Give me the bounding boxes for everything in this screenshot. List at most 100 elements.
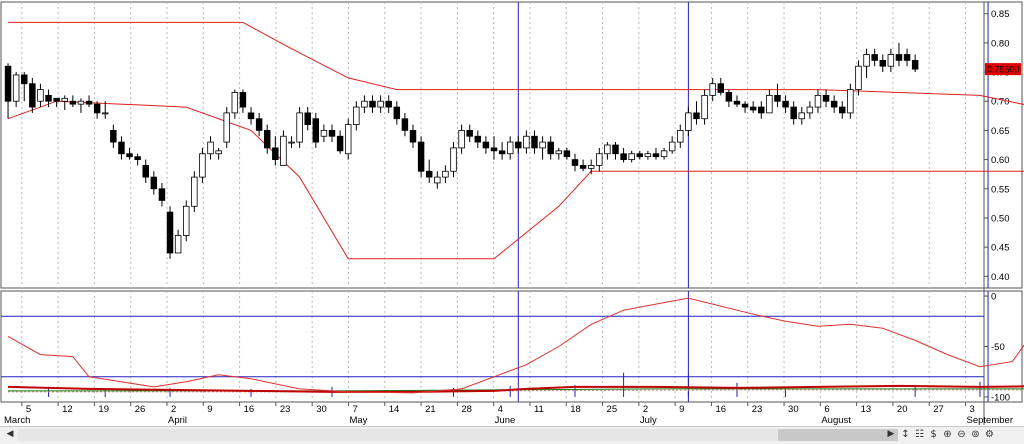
x-month-label: April <box>168 415 187 426</box>
candle <box>174 235 182 254</box>
candle <box>247 112 255 120</box>
candle <box>490 147 498 152</box>
candle <box>239 92 247 108</box>
candle <box>12 74 20 102</box>
candle <box>782 100 789 108</box>
candle <box>21 74 28 85</box>
price-tick-label: 0.85 <box>991 9 1010 20</box>
candle <box>69 100 77 105</box>
candle <box>199 153 206 178</box>
price-tick-label: 0.40 <box>991 272 1010 283</box>
candle <box>863 54 870 67</box>
scroll-left-arrow[interactable]: ◀ <box>6 429 14 439</box>
candle <box>134 156 141 160</box>
candle <box>871 54 878 61</box>
x-tick-label: 21 <box>425 404 436 415</box>
candle <box>215 150 222 155</box>
candle <box>37 89 44 102</box>
zoom-out-icon[interactable]: ⊖ <box>957 429 966 440</box>
scrollbar-thumb[interactable] <box>778 429 898 441</box>
candle <box>344 124 352 155</box>
price-tick-label: 0.55 <box>991 184 1010 195</box>
candle <box>822 94 830 102</box>
candle <box>466 130 473 137</box>
candle <box>474 135 482 143</box>
candle <box>401 118 409 131</box>
candle <box>61 97 68 102</box>
candle <box>693 112 700 120</box>
settings-icon[interactable]: ⚙ <box>985 429 994 440</box>
candle <box>4 65 12 102</box>
candle <box>677 130 684 143</box>
x-tick-label: 20 <box>897 404 908 415</box>
x-tick-label: 16 <box>244 404 255 415</box>
candle <box>628 153 635 160</box>
candle <box>85 100 93 105</box>
candle <box>434 176 441 184</box>
candle <box>425 170 433 178</box>
candle <box>182 205 190 236</box>
candle <box>506 141 514 155</box>
candle <box>53 97 60 102</box>
x-tick-label: 30 <box>788 404 799 415</box>
x-tick-label: 23 <box>752 404 763 415</box>
x-month-label: March <box>4 415 30 426</box>
candle <box>353 106 360 125</box>
x-tick-label: 30 <box>316 404 327 415</box>
candle <box>587 165 595 169</box>
candle <box>328 130 336 137</box>
candle <box>223 112 230 143</box>
candle <box>320 130 328 137</box>
x-tick-label: 28 <box>461 404 472 415</box>
candle <box>766 94 773 114</box>
x-tick-label: 12 <box>62 404 73 415</box>
candle <box>903 54 911 61</box>
candle <box>523 135 530 149</box>
candle <box>660 150 668 158</box>
candle <box>150 176 158 190</box>
zoom-in-icon[interactable]: ⊕ <box>943 429 952 440</box>
candle <box>29 83 36 108</box>
candle <box>604 144 611 155</box>
candle <box>709 83 716 96</box>
x-tick-label: 4 <box>498 404 503 415</box>
candle <box>717 83 725 93</box>
candle <box>393 106 401 120</box>
x-tick-label: 7 <box>352 404 357 415</box>
chart-canvas: 0.850.800.750.700.650.600.550.500.450.40… <box>0 1 1024 426</box>
price-tick-label: 0.65 <box>991 126 1010 137</box>
candle <box>806 106 814 114</box>
candle <box>701 94 708 120</box>
candle <box>620 153 627 160</box>
candle <box>231 92 239 114</box>
candle <box>636 153 644 158</box>
candle <box>458 130 465 149</box>
candle <box>830 100 838 108</box>
candle <box>417 141 425 172</box>
candle <box>272 147 279 160</box>
candle <box>126 153 133 158</box>
x-month-label: May <box>349 415 367 426</box>
x-tick-label: 2 <box>643 404 648 415</box>
horizontal-scrollbar[interactable] <box>18 429 898 441</box>
x-month-label: August <box>821 415 851 426</box>
toolbar-icons: ↕ ☷ $ ⊕ ⊖ ⊚ ⚙ <box>900 428 995 442</box>
x-month-label: September <box>967 415 1013 426</box>
scroll-right-arrow[interactable]: ▶ <box>887 429 895 439</box>
candle <box>596 153 603 166</box>
zoom-reset-icon[interactable]: ⊚ <box>971 429 980 440</box>
refresh-icon[interactable]: ↕ <box>901 429 910 440</box>
candle <box>482 141 490 149</box>
candle <box>498 150 506 155</box>
candle <box>409 130 417 143</box>
price-tick-label: 0.60 <box>991 155 1010 166</box>
candle <box>304 112 311 125</box>
x-month-label: July <box>640 415 657 426</box>
indicator-series-line <box>7 384 1024 393</box>
candle <box>296 112 303 143</box>
calendar-icon[interactable]: ☷ <box>915 429 924 440</box>
dollar-icon[interactable]: $ <box>930 429 937 440</box>
candle <box>563 150 571 158</box>
candle <box>749 106 757 111</box>
channel-upper-line <box>8 21 1024 105</box>
